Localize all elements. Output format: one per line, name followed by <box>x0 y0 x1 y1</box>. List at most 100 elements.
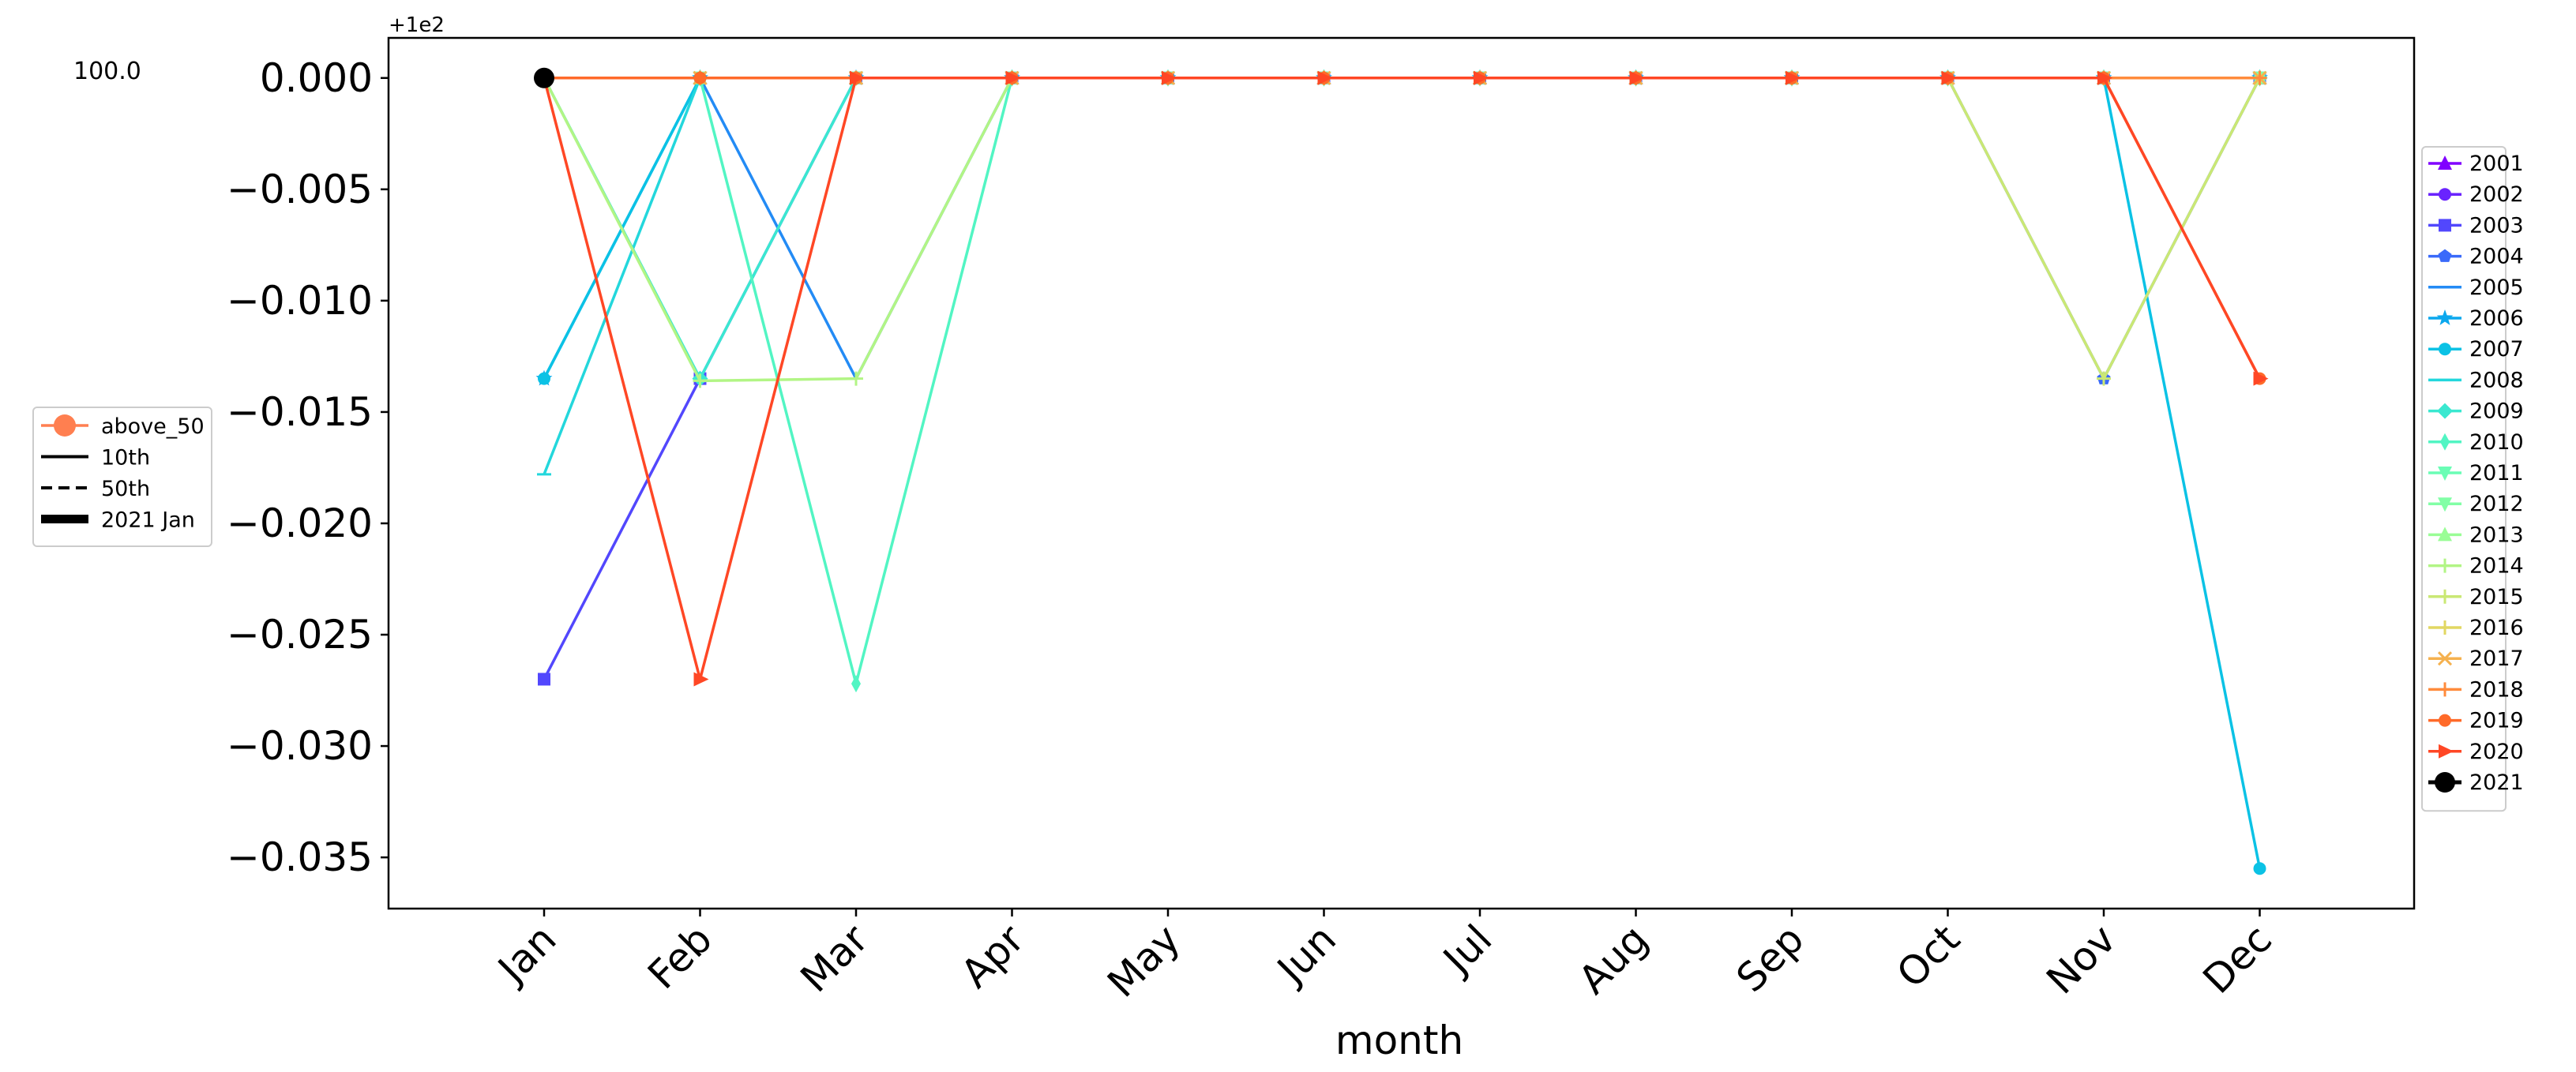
data-point <box>2253 371 2269 386</box>
legend-label: 2020 <box>2469 740 2524 764</box>
legend-label: 2018 <box>2469 677 2524 702</box>
series-line-2009 <box>543 77 2260 380</box>
legend-entry-2015: 2015 <box>2428 585 2524 609</box>
legend-label: 2013 <box>2469 523 2524 547</box>
legend-label: 2002 <box>2469 182 2524 207</box>
legend-marker <box>2436 309 2454 325</box>
legend-marker <box>2439 744 2454 759</box>
legend-label: 2019 <box>2469 709 2524 733</box>
x-tick-label: Oct <box>1888 916 1969 996</box>
legend-entry-2003: 2003 <box>2428 213 2524 238</box>
legend-label: 2008 <box>2469 368 2524 392</box>
x-tick-label: Aug <box>1570 916 1657 1003</box>
x-tick-label: May <box>1098 916 1188 1006</box>
series-line-2010 <box>544 77 2260 685</box>
series-line-2014 <box>543 77 2260 383</box>
legend-entry-2018: 2018 <box>2428 677 2524 702</box>
data-point <box>534 67 554 88</box>
legend-marker <box>2438 249 2452 262</box>
legend-entry-2012: 2012 <box>2428 492 2524 516</box>
series-2008 <box>537 77 2267 476</box>
legend-label: 2001 <box>2469 152 2524 176</box>
legend-marker <box>2437 403 2453 419</box>
data-point <box>849 371 863 386</box>
x-tick-label: Mar <box>792 916 877 1001</box>
legend-label: 2014 <box>2469 554 2524 579</box>
data-point <box>1786 70 1801 85</box>
legend-marker <box>2438 156 2452 170</box>
secondary-legend-box <box>32 407 212 547</box>
legend-marker <box>2438 620 2452 635</box>
data-point <box>851 675 861 693</box>
data-point <box>538 673 550 686</box>
legend-entry-2020: 2020 <box>2428 740 2524 764</box>
data-point <box>1629 70 1645 85</box>
series-2004 <box>537 70 2267 384</box>
legend-entry-2008: 2008 <box>2428 368 2524 392</box>
data-point <box>1317 70 1333 85</box>
series-2019 <box>538 71 2266 385</box>
data-point <box>693 672 709 687</box>
series-line-2020 <box>543 77 2262 681</box>
legend-entry-2010: 2010 <box>2428 430 2524 455</box>
legend-marker <box>2439 188 2451 201</box>
data-point <box>2097 371 2111 386</box>
data-point <box>2252 70 2267 85</box>
secondary-legend-label: above_50 <box>101 414 205 439</box>
legend-label: 2021 <box>2469 770 2524 795</box>
plot-frame <box>387 36 2416 910</box>
series-line-2005 <box>544 77 2260 380</box>
legend-box <box>2421 146 2507 812</box>
y-tick-label: −0.025 <box>227 612 373 658</box>
legend-label: 2006 <box>2469 306 2524 331</box>
legend-label: 2012 <box>2469 492 2524 516</box>
legend-entry-2016: 2016 <box>2428 616 2524 640</box>
data-point <box>850 70 865 85</box>
legend-entry-2009: 2009 <box>2428 399 2524 424</box>
legend-entry-2001: 2001 <box>2428 152 2524 176</box>
x-tick-label: Apr <box>952 916 1033 996</box>
legend-marker <box>54 414 76 437</box>
legend-marker <box>2439 343 2451 356</box>
x-tick-label: Nov <box>2037 916 2124 1003</box>
legend-marker <box>2439 219 2451 232</box>
y-tick-label: −0.020 <box>227 500 373 546</box>
secondary-legend-entry: 2021 Jan <box>41 508 195 533</box>
legend-entry-2002: 2002 <box>2428 182 2524 207</box>
series-2020 <box>538 70 2269 687</box>
legend-entry-2011: 2011 <box>2428 461 2524 485</box>
secondary-legend-label: 10th <box>101 446 150 470</box>
legend-marker <box>2438 497 2452 512</box>
x-tick-label: Jan <box>488 916 565 993</box>
legend-marker <box>2438 558 2452 573</box>
series-line-2019 <box>544 77 2262 380</box>
legend-entry-2006: 2006 <box>2428 306 2524 331</box>
secondary-legend-entry: above_50 <box>41 414 205 439</box>
data-point <box>2253 862 2266 875</box>
data-point <box>538 372 550 385</box>
y-tick-label: 0.000 <box>260 55 373 101</box>
legend-marker <box>2438 527 2452 542</box>
offset-text: +1e2 <box>389 13 445 37</box>
legend-marker <box>2440 433 2450 451</box>
y-tick-label: −0.035 <box>227 834 373 880</box>
legend-label: 2007 <box>2469 337 2524 362</box>
legend-label: 2015 <box>2469 585 2524 609</box>
data-point <box>693 373 708 388</box>
y-tick-label: −0.030 <box>227 723 373 769</box>
legend-marker <box>2437 651 2453 666</box>
data-point <box>1941 70 1957 85</box>
series-2014 <box>537 70 2267 388</box>
series-2006 <box>535 69 2268 386</box>
series-line-2015 <box>544 77 2262 380</box>
legend-entry-2021: 2021 <box>2428 770 2524 795</box>
legend-marker <box>2435 772 2455 793</box>
corner-label: 100.0 <box>73 58 141 85</box>
legend-label: 2011 <box>2469 461 2524 485</box>
legend-entry-2019: 2019 <box>2428 709 2524 733</box>
series-2010 <box>539 69 2265 693</box>
y-tick-label: −0.015 <box>227 389 373 435</box>
legend-label: 2005 <box>2469 275 2524 300</box>
legend-label: 2003 <box>2469 213 2524 238</box>
